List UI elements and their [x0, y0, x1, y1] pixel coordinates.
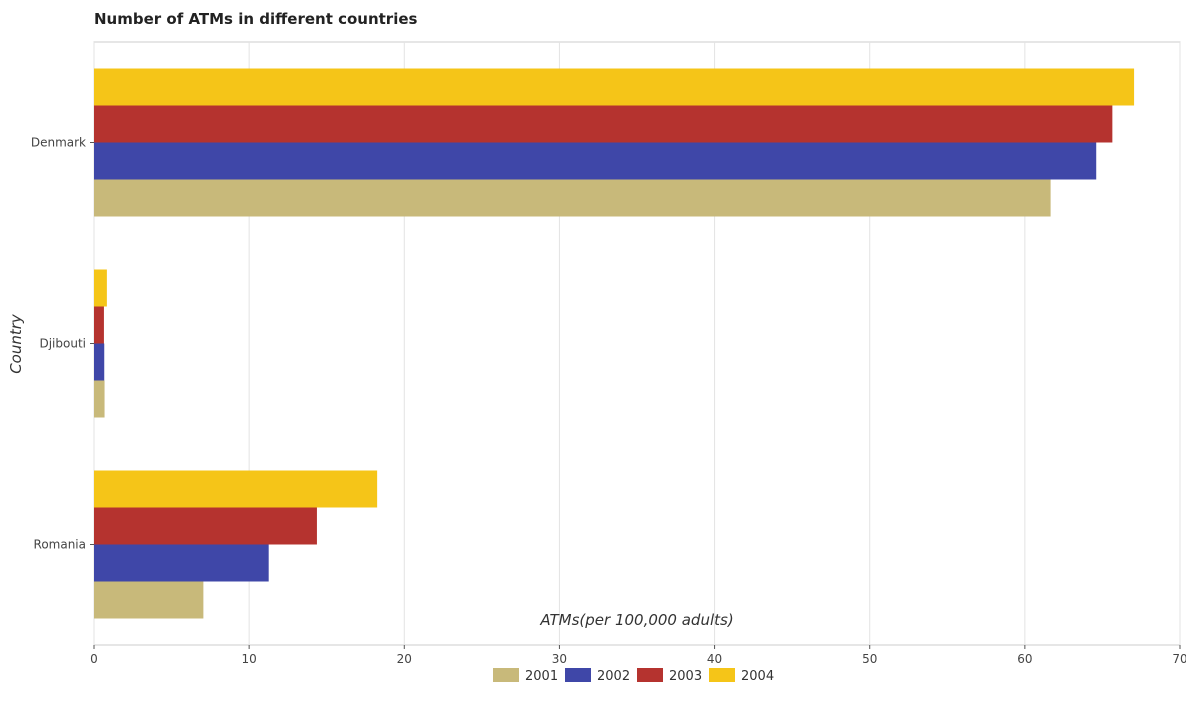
bar-djibouti-2002	[94, 343, 105, 381]
y-tick-label: Djibouti	[39, 337, 86, 351]
y-tick-label: Romania	[34, 538, 86, 552]
bar-romania-2001	[94, 581, 204, 619]
legend: 2001 2002 2003 2004	[493, 668, 774, 684]
legend-label: 2001	[525, 669, 558, 684]
legend-swatch-2001	[493, 668, 519, 682]
bar-romania-2003	[94, 507, 317, 545]
x-axis-label: ATMs(per 100,000 adults)	[539, 611, 733, 629]
bar-djibouti-2004	[94, 269, 107, 307]
legend-swatch-2004	[709, 668, 735, 682]
x-tick-label: 40	[707, 652, 722, 666]
x-tick-label: 50	[862, 652, 877, 666]
x-tick-label: 30	[552, 652, 567, 666]
x-tick-label: 0	[90, 652, 98, 666]
bar-denmark-2003	[94, 105, 1113, 143]
bars	[94, 68, 1135, 619]
bar-denmark-2002	[94, 142, 1097, 180]
x-tick-label: 70	[1172, 652, 1186, 666]
legend-label: 2002	[597, 669, 630, 684]
bar-denmark-2004	[94, 68, 1135, 106]
x-tick-label: 20	[397, 652, 412, 666]
y-tick-label: Denmark	[31, 136, 86, 150]
bar-djibouti-2001	[94, 380, 105, 418]
x-axis-ticks: 0 10 20 30 40 50 60 70	[90, 645, 1186, 666]
y-axis-ticks: Denmark Djibouti Romania	[31, 136, 94, 552]
legend-swatch-2003	[637, 668, 663, 682]
legend-label: 2003	[669, 669, 702, 684]
y-axis-label: Country	[7, 313, 25, 374]
legend-swatch-2002	[565, 668, 591, 682]
x-tick-label: 10	[242, 652, 257, 666]
bar-denmark-2001	[94, 179, 1051, 217]
bar-djibouti-2003	[94, 306, 104, 344]
legend-label: 2004	[741, 669, 774, 684]
x-tick-label: 60	[1017, 652, 1032, 666]
bar-romania-2002	[94, 544, 269, 582]
bar-romania-2004	[94, 470, 378, 508]
chart-title: Number of ATMs in different countries	[94, 10, 418, 28]
